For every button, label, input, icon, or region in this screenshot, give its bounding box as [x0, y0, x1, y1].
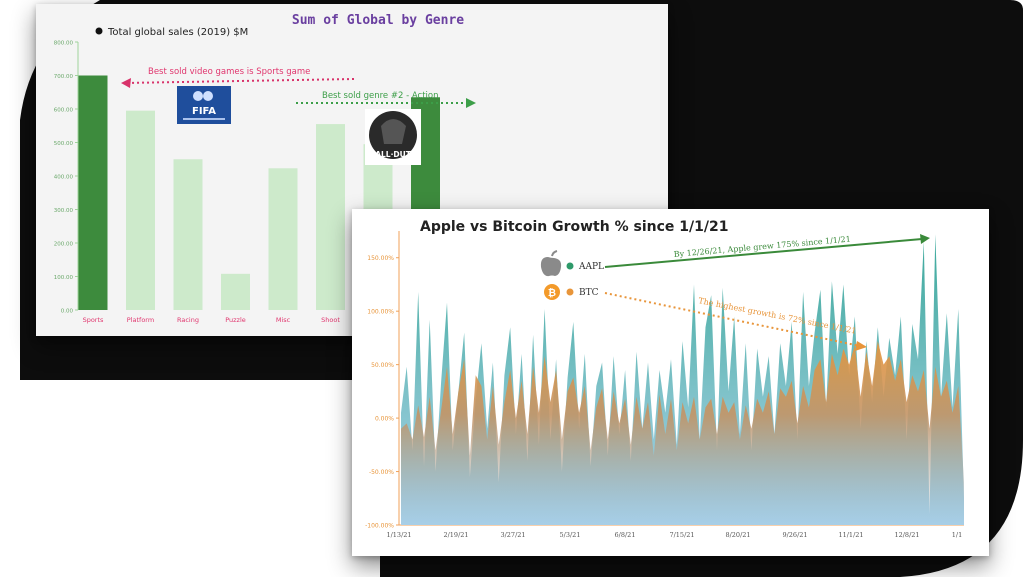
- growth-area-chart: Apple vs Bitcoin Growth % since 1/1/21 -…: [365, 219, 964, 539]
- btc-arrowhead: [855, 341, 867, 351]
- area-y-tick-label: 50.00%: [371, 362, 394, 369]
- area-x-tick-label: 7/15/21: [669, 531, 694, 539]
- bar-y-tick-label: 200.00: [54, 242, 74, 248]
- bitcoin-icon: ₿: [544, 284, 560, 300]
- bar-puzzle: [221, 273, 250, 310]
- apple-icon: [540, 250, 562, 277]
- btc-legend-label: BTC: [579, 288, 599, 298]
- area-x-tick-label: 11/1/21: [838, 531, 863, 539]
- area-x-tick-label: 5/3/21: [560, 531, 581, 539]
- area-y-ticks: -100.00% -50.00% 0.00% 50.00% 100.00% 150.00%: [365, 255, 399, 530]
- bar-platform: [126, 110, 155, 310]
- area-chart-title: Apple vs Bitcoin Growth % since 1/1/21: [420, 219, 728, 235]
- aapl-legend-dot: [566, 262, 574, 270]
- area-y-tick-label: 100.00%: [367, 309, 394, 316]
- sports-arrowhead: [121, 78, 131, 88]
- svg-text:₿: ₿: [548, 287, 556, 299]
- area-y-tick-label: 150.00%: [367, 255, 394, 262]
- legend-dot: [95, 27, 103, 35]
- area-x-tick-label: 2/19/21: [443, 531, 468, 539]
- aapl-arrowhead: [920, 234, 930, 244]
- bar-x-tick-label: Platform: [127, 316, 154, 324]
- area-y-tick-label: -100.00%: [365, 523, 394, 530]
- bar-x-tick-label: Shoot: [321, 316, 340, 324]
- area-x-ticks: 1/13/21 2/19/21 3/27/21 5/3/21 6/8/21 7/15/21…: [386, 531, 962, 539]
- bar-legend-label: Total global sales (2019) $M: [107, 27, 248, 38]
- bar-sports: [78, 75, 108, 310]
- sports-annotation-arrow: [123, 78, 355, 84]
- area-x-tick-label: 9/26/21: [782, 531, 807, 539]
- sports-annotation-text: Best sold video games is Sports game: [148, 67, 310, 77]
- bar-y-tick-label: 400.00: [54, 175, 74, 181]
- btc-annotation-arrow: [604, 292, 861, 347]
- area-x-tick-label: 1/1: [952, 531, 962, 539]
- bar-x-tick-label: Sports: [83, 316, 104, 324]
- bar-y-tick-label: 300.00: [54, 208, 74, 214]
- bar-y-tick-label: 700.00: [54, 74, 74, 80]
- fifa-logo: FIFA: [177, 86, 231, 124]
- bar-misc: [268, 168, 298, 310]
- area-x-tick-label: 6/8/21: [615, 531, 636, 539]
- bar-x-tick-label: Racing: [177, 316, 199, 324]
- call-of-duty-logo: CALL·DUTY: [365, 109, 421, 165]
- growth-card: Apple vs Bitcoin Growth % since 1/1/21 -…: [352, 209, 989, 556]
- bar-shooter: [316, 124, 345, 310]
- svg-text:FIFA: FIFA: [192, 106, 216, 117]
- bar-x-ticks: Sports Platform Racing Puzzle Misc Shoot: [83, 316, 341, 324]
- btc-area: [401, 341, 964, 525]
- aapl-legend-label: AAPL: [578, 262, 604, 272]
- bar-y-tick-label: 100.00: [54, 275, 74, 281]
- aapl-annotation-arrow: [604, 238, 923, 268]
- action-annotation-text: Best sold genre #2 - Action: [322, 91, 439, 101]
- bar-y-tick-label: 0.00: [61, 309, 74, 315]
- bar-x-tick-label: Misc: [276, 316, 291, 324]
- area-x-tick-label: 12/8/21: [894, 531, 919, 539]
- bar-y-ticks: 0.00 100.00 200.00 300.00 400.00 500.00 600.00…: [54, 41, 78, 315]
- bar-chart-title: Sum of Global by Genre: [292, 13, 464, 28]
- area-x-tick-label: 8/20/21: [725, 531, 750, 539]
- area-y-tick-label: -50.00%: [369, 469, 394, 476]
- bar-y-tick-label: 800.00: [54, 41, 74, 47]
- bar-y-tick-label: 500.00: [54, 141, 74, 147]
- bar-x-tick-label: Puzzle: [225, 316, 246, 324]
- area-y-tick-label: 0.00%: [375, 416, 394, 423]
- area-x-tick-label: 1/13/21: [386, 531, 411, 539]
- btc-legend-dot: [566, 288, 574, 296]
- svg-text:CALL·DUTY: CALL·DUTY: [370, 150, 417, 159]
- bar-racing: [173, 159, 203, 310]
- action-arrowhead: [466, 98, 476, 108]
- area-x-tick-label: 3/27/21: [500, 531, 525, 539]
- bar-y-tick-label: 600.00: [54, 108, 74, 114]
